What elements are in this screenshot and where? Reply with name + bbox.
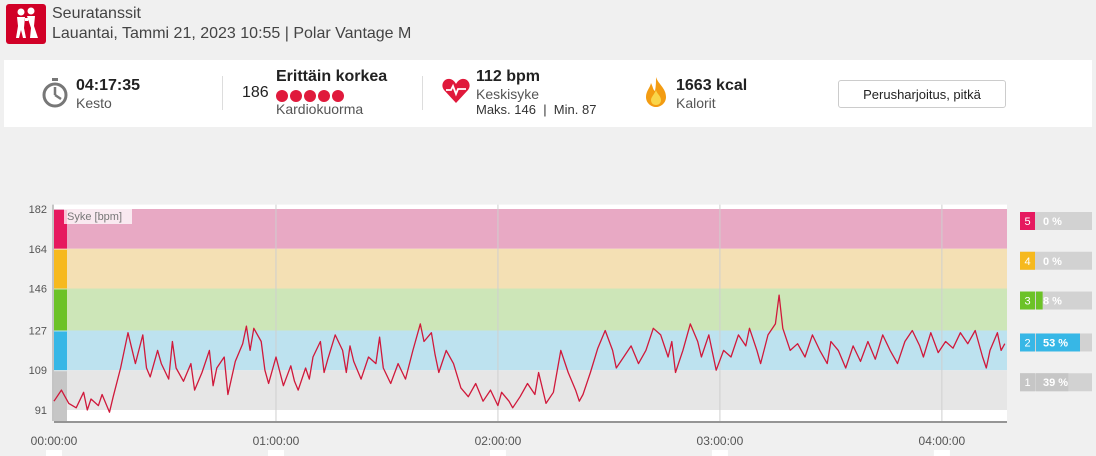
- divider: [222, 76, 223, 110]
- zone-number-box: [1020, 333, 1035, 352]
- divider: [422, 76, 423, 110]
- header: Seuratanssit Lauantai, Tammi 21, 2023 10…: [0, 0, 1096, 52]
- zone-number: 2: [1024, 337, 1030, 349]
- calories-value: 1663 kcal: [676, 77, 748, 94]
- zone-number-box: [1020, 291, 1035, 310]
- y-axis-label-box: [64, 208, 132, 224]
- zone-bar-bg: [1020, 251, 1092, 270]
- load-dot: [332, 89, 344, 102]
- zone-strip: [54, 331, 67, 371]
- zone-percent: 8 %: [1043, 296, 1062, 308]
- load-dots: [276, 87, 387, 102]
- x-tick-marker: [46, 450, 62, 456]
- zone-bar-bg: [1020, 212, 1092, 230]
- y-tick-label: 127: [29, 325, 47, 337]
- zone-strip: [54, 410, 67, 422]
- load-dot: [304, 89, 316, 102]
- zone-band: [54, 248, 1007, 289]
- zone-percent: 53 %: [1043, 337, 1068, 349]
- x-tick-marker: [267, 450, 284, 456]
- y-tick-label: 91: [35, 405, 47, 417]
- zone-band: [54, 370, 1007, 410]
- zone-number: 3: [1024, 296, 1030, 308]
- x-tick-label: 00:00:00: [31, 434, 78, 448]
- stopwatch-icon: [40, 77, 70, 114]
- duration-stat: 04:17:35 Kesto: [76, 77, 140, 111]
- zone-percent: 0 %: [1043, 216, 1062, 228]
- zone-strip: [54, 249, 67, 289]
- y-tick-label: 182: [29, 204, 47, 216]
- load-dot: [290, 89, 302, 102]
- y-axis-label: Syke [bpm]: [67, 211, 122, 223]
- zone-strip: [54, 289, 67, 331]
- zone-bar-fill: [1036, 373, 1069, 392]
- zone-number: 1: [1024, 377, 1030, 389]
- zone-number: 4: [1024, 256, 1030, 268]
- training-benefit-button[interactable]: Perusharjoitus, pitkä: [838, 80, 1006, 108]
- flame-icon: [644, 76, 668, 113]
- summary-card: 04:17:35 Kesto 186 Erittäin korkea Kardi…: [4, 60, 1092, 127]
- zone-strip: [54, 210, 67, 249]
- y-tick-label: 164: [29, 244, 47, 256]
- x-tick-marker: [489, 450, 506, 456]
- y-tick-label: 146: [29, 284, 47, 296]
- x-tick-label: 01:00:00: [253, 434, 300, 448]
- zone-bar-fill: [1036, 291, 1043, 310]
- load-label: Kardiokuorma: [276, 101, 364, 117]
- zone-percent: 39 %: [1043, 377, 1068, 389]
- dancing-couple-icon: [6, 4, 46, 44]
- zone-number-box: [1020, 212, 1035, 230]
- zone-number-box: [1020, 251, 1035, 270]
- load-number: 186: [242, 84, 269, 101]
- avg-heart-rate: 112 bpm: [476, 68, 541, 85]
- x-tick-marker: [933, 450, 950, 456]
- duration-label: Kesto: [76, 95, 112, 111]
- y-tick-label: 109: [29, 365, 47, 377]
- zone-percent: 0 %: [1043, 256, 1062, 268]
- load-stat: Erittäin korkea Kardiokuorma: [276, 68, 387, 117]
- session-meta: Lauantai, Tammi 21, 2023 10:55 | Polar V…: [52, 25, 412, 42]
- heart-rate-line: [53, 294, 1006, 413]
- zone-band: [54, 288, 1007, 331]
- zone-number: 5: [1024, 216, 1030, 228]
- duration-value: 04:17:35: [76, 77, 141, 94]
- load-dot: [318, 89, 330, 102]
- load-title: Erittäin korkea: [276, 68, 388, 85]
- heart-rate-range: Maks. 146 | Min. 87: [476, 102, 597, 117]
- x-tick-label: 02:00:00: [475, 434, 522, 448]
- zone-bar-fill: [1036, 333, 1080, 352]
- heart-rate-stat: 112 bpm Keskisyke Maks. 146 | Min. 87: [476, 68, 596, 117]
- zone-band: [54, 330, 1007, 371]
- avg-heart-rate-label: Keskisyke: [476, 86, 540, 102]
- load-dot: [276, 89, 288, 102]
- calories-label: Kalorit: [676, 95, 716, 111]
- zone-band: [54, 209, 1007, 249]
- heart-icon: [442, 78, 470, 109]
- x-tick-marker: [711, 450, 728, 456]
- sport-name: Seuratanssit: [52, 5, 141, 22]
- zone-number-box: [1020, 373, 1035, 392]
- calories-stat: 1663 kcal Kalorit: [676, 77, 747, 111]
- x-tick-label: 04:00:00: [919, 434, 966, 448]
- heart-rate-chart: 182 164 146 127 109 91 00:00:00 01:00:00 02:00:0…: [29, 204, 1092, 456]
- x-tick-label: 03:00:00: [697, 434, 744, 448]
